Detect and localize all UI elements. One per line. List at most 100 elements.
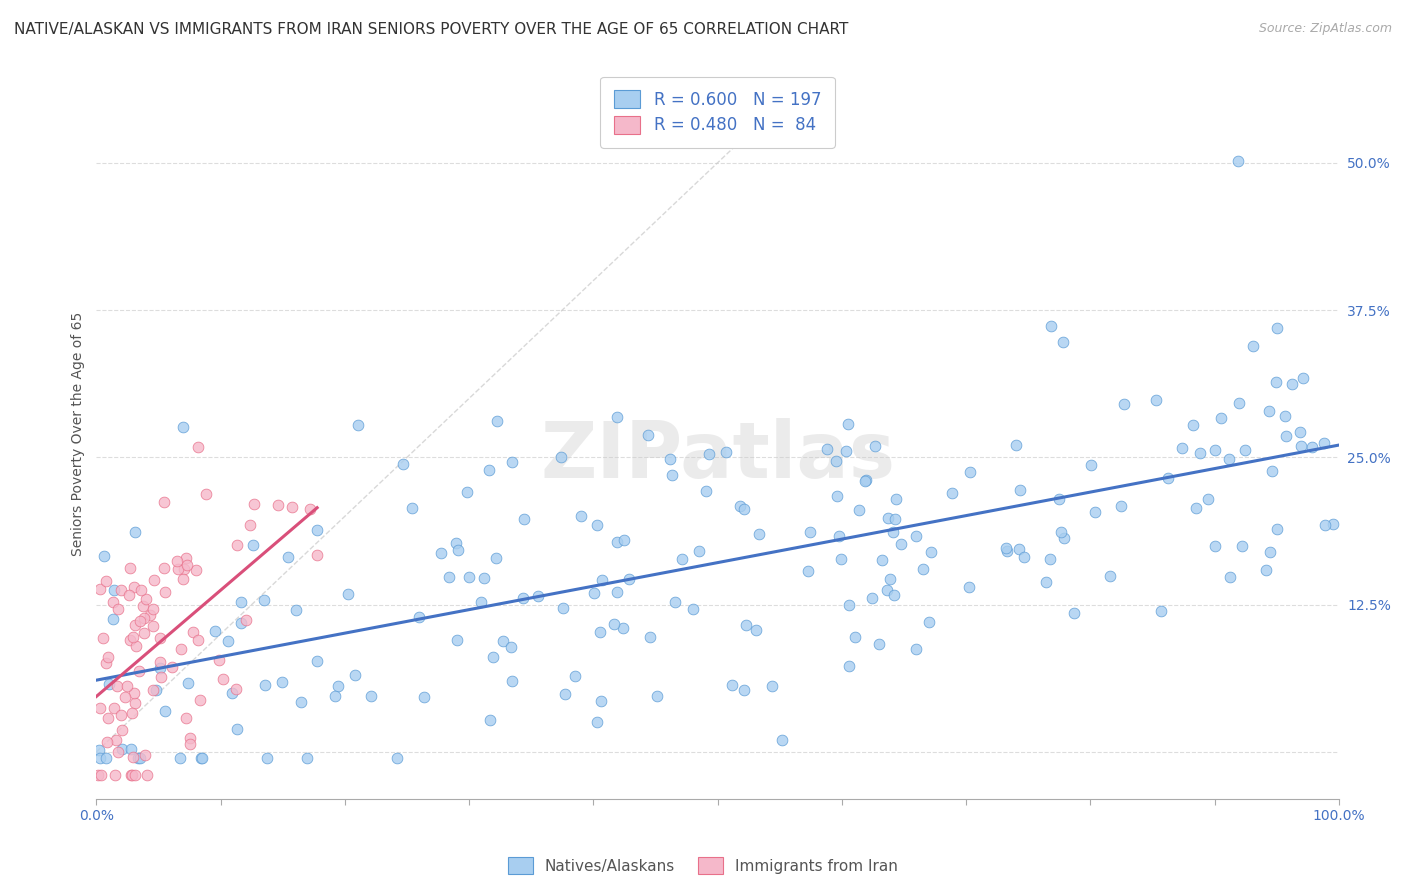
Point (385, 751, 408, 765)
Point (1313, 517, 1336, 532)
Point (96, 735, 118, 749)
Point (96, 751, 118, 765)
Point (591, 573, 613, 587)
Point (120, 767, 142, 781)
Point (135, 591, 157, 606)
Point (446, 632, 468, 647)
Point (695, 483, 717, 498)
Point (761, 679, 783, 693)
Point (96, 574, 118, 589)
Point (664, 595, 686, 609)
Point (412, 690, 434, 704)
Point (569, 509, 592, 524)
Point (134, 747, 156, 762)
Point (104, 768, 127, 782)
Point (122, 685, 145, 699)
Point (217, 634, 239, 648)
Point (93, 549, 115, 563)
Point (882, 525, 904, 540)
Point (187, 440, 209, 454)
Point (876, 582, 898, 597)
Point (1288, 425, 1310, 439)
Point (1170, 441, 1192, 455)
Point (132, 611, 155, 625)
Point (470, 595, 492, 609)
Text: Source: ZipAtlas.com: Source: ZipAtlas.com (1258, 22, 1392, 36)
Point (1275, 428, 1298, 442)
Point (890, 537, 912, 551)
Point (1008, 542, 1031, 557)
Point (583, 586, 606, 600)
Point (121, 706, 143, 720)
Point (172, 572, 194, 586)
Point (1008, 483, 1031, 497)
Point (478, 713, 501, 727)
Point (225, 682, 247, 697)
Text: NATIVE/ALASKAN VS IMMIGRANTS FROM IRAN SENIORS POVERTY OVER THE AGE OF 65 CORREL: NATIVE/ALASKAN VS IMMIGRANTS FROM IRAN S… (14, 22, 848, 37)
Point (1204, 539, 1226, 553)
Point (181, 625, 204, 640)
Point (1004, 437, 1026, 451)
Point (1274, 409, 1296, 423)
Point (658, 451, 681, 466)
Point (613, 533, 636, 547)
Point (1301, 440, 1323, 454)
Point (1144, 392, 1167, 407)
Point (179, 731, 201, 745)
Point (132, 626, 155, 640)
Point (166, 554, 188, 568)
Point (256, 751, 278, 765)
Point (835, 444, 858, 458)
Point (408, 610, 430, 624)
Point (447, 543, 470, 558)
Point (174, 711, 197, 725)
Point (281, 500, 304, 514)
Y-axis label: Seniors Poverty Over the Age of 65: Seniors Poverty Over the Age of 65 (72, 311, 86, 556)
Point (1281, 376, 1303, 391)
Point (166, 562, 188, 576)
Point (290, 695, 312, 709)
Point (129, 583, 152, 598)
Point (770, 732, 793, 747)
Point (129, 751, 152, 765)
Point (1052, 334, 1074, 349)
Point (1084, 506, 1107, 520)
Point (444, 535, 467, 549)
Point (472, 571, 495, 585)
Point (1264, 375, 1286, 389)
Point (299, 502, 322, 516)
Point (143, 573, 166, 587)
Point (360, 689, 382, 703)
Point (194, 487, 217, 501)
Point (527, 589, 550, 603)
Point (124, 525, 146, 540)
Point (1261, 464, 1284, 478)
Point (429, 546, 451, 560)
Point (391, 457, 413, 471)
Point (645, 689, 668, 703)
Point (920, 545, 942, 559)
Point (307, 548, 329, 562)
Point (184, 563, 207, 577)
Point (735, 618, 758, 632)
Point (129, 614, 152, 628)
Point (107, 745, 129, 759)
Point (512, 591, 534, 606)
Point (149, 631, 172, 645)
Point (153, 704, 176, 718)
Point (1052, 531, 1074, 545)
Point (229, 595, 252, 609)
Point (1241, 339, 1264, 353)
Point (1313, 436, 1336, 450)
Point (904, 529, 927, 543)
Point (1230, 539, 1253, 553)
Point (142, 602, 165, 616)
Point (239, 517, 262, 532)
Point (277, 550, 299, 565)
Point (617, 572, 640, 586)
Point (485, 551, 508, 566)
Point (733, 683, 755, 698)
Point (437, 570, 460, 584)
Point (721, 678, 744, 692)
Point (142, 683, 165, 698)
